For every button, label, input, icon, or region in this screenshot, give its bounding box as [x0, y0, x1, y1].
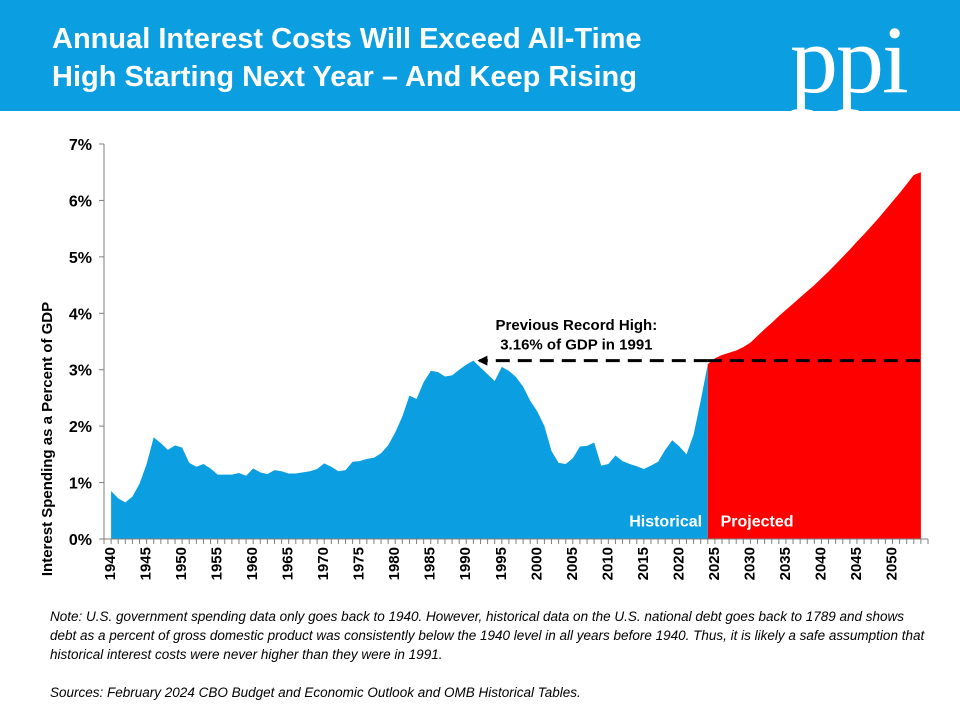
y-tick-label: 7%: [69, 137, 92, 154]
x-tick-label: 1995: [493, 547, 510, 580]
area-series-group: [111, 172, 921, 539]
ppi-logo: ppi: [790, 6, 909, 113]
x-tick-label: 2045: [848, 547, 865, 580]
title-line-1: Annual Interest Costs Will Exceed All-Ti…: [52, 23, 642, 55]
x-tick-label: 1975: [351, 547, 368, 580]
y-tick-label: 2%: [69, 419, 92, 436]
x-tick-label: 1955: [209, 547, 226, 580]
x-tick-label: 2010: [599, 547, 616, 580]
x-tick-label: 1960: [244, 547, 261, 580]
x-tick-label: 2050: [883, 547, 900, 580]
x-tick-label: 1965: [280, 547, 297, 580]
projected-label: Projected: [721, 514, 794, 531]
x-tick-label: 2000: [528, 547, 545, 580]
annotation-line-1: Previous Record High:: [496, 317, 658, 334]
x-tick-label: 2035: [777, 547, 794, 580]
y-axis-title: Interest Spending as a Percent of GDP: [39, 302, 56, 576]
x-tick-label: 1945: [138, 547, 155, 580]
interest-cost-chart: 0% 1% 2% 3% 4% 5% 6% 7% 1940 1945 1950 1955 1960 196…: [39, 137, 929, 580]
y-tick-label: 0%: [69, 532, 92, 549]
footnotes: Note: U.S. government spending data only…: [50, 607, 930, 702]
y-tick-label: 5%: [69, 250, 92, 267]
y-tick-label: 1%: [69, 476, 92, 493]
x-tick-label: 1940: [102, 547, 119, 580]
x-tick-label: 1980: [386, 547, 403, 580]
y-axis: 0% 1% 2% 3% 4% 5% 6% 7%: [69, 137, 105, 549]
x-tick-label: 2040: [812, 547, 829, 580]
chart-title: Annual Interest Costs Will Exceed All-Ti…: [52, 20, 772, 96]
y-tick-label: 6%: [69, 193, 92, 210]
x-tick-label: 1950: [173, 547, 190, 580]
projected-area: [707, 172, 921, 539]
note-text: Note: U.S. government spending data only…: [50, 609, 925, 662]
annotation-line-2: 3.16% of GDP in 1991: [500, 336, 652, 353]
y-tick-label: 4%: [69, 306, 92, 323]
historical-area: [111, 360, 708, 539]
x-tick-label: 2025: [706, 547, 723, 580]
sources-text: Sources: February 2024 CBO Budget and Ec…: [50, 685, 581, 700]
header-banner: Annual Interest Costs Will Exceed All-Ti…: [0, 0, 960, 111]
x-axis: 1940 1945 1950 1955 1960 1965 1970 1975 1980 1985…: [102, 538, 929, 580]
x-tick-label: 2030: [741, 547, 758, 580]
y-tick-label: 3%: [69, 363, 92, 380]
x-tick-label: 2020: [670, 547, 687, 580]
x-tick-label: 1990: [457, 547, 474, 580]
x-tick-label: 1970: [315, 547, 332, 580]
x-tick-label: 1985: [422, 547, 439, 580]
title-line-2: High Starting Next Year – And Keep Risin…: [52, 61, 637, 93]
x-tick-label: 2015: [635, 547, 652, 580]
historical-label: Historical: [629, 514, 702, 531]
x-tick-label: 2005: [564, 547, 581, 580]
